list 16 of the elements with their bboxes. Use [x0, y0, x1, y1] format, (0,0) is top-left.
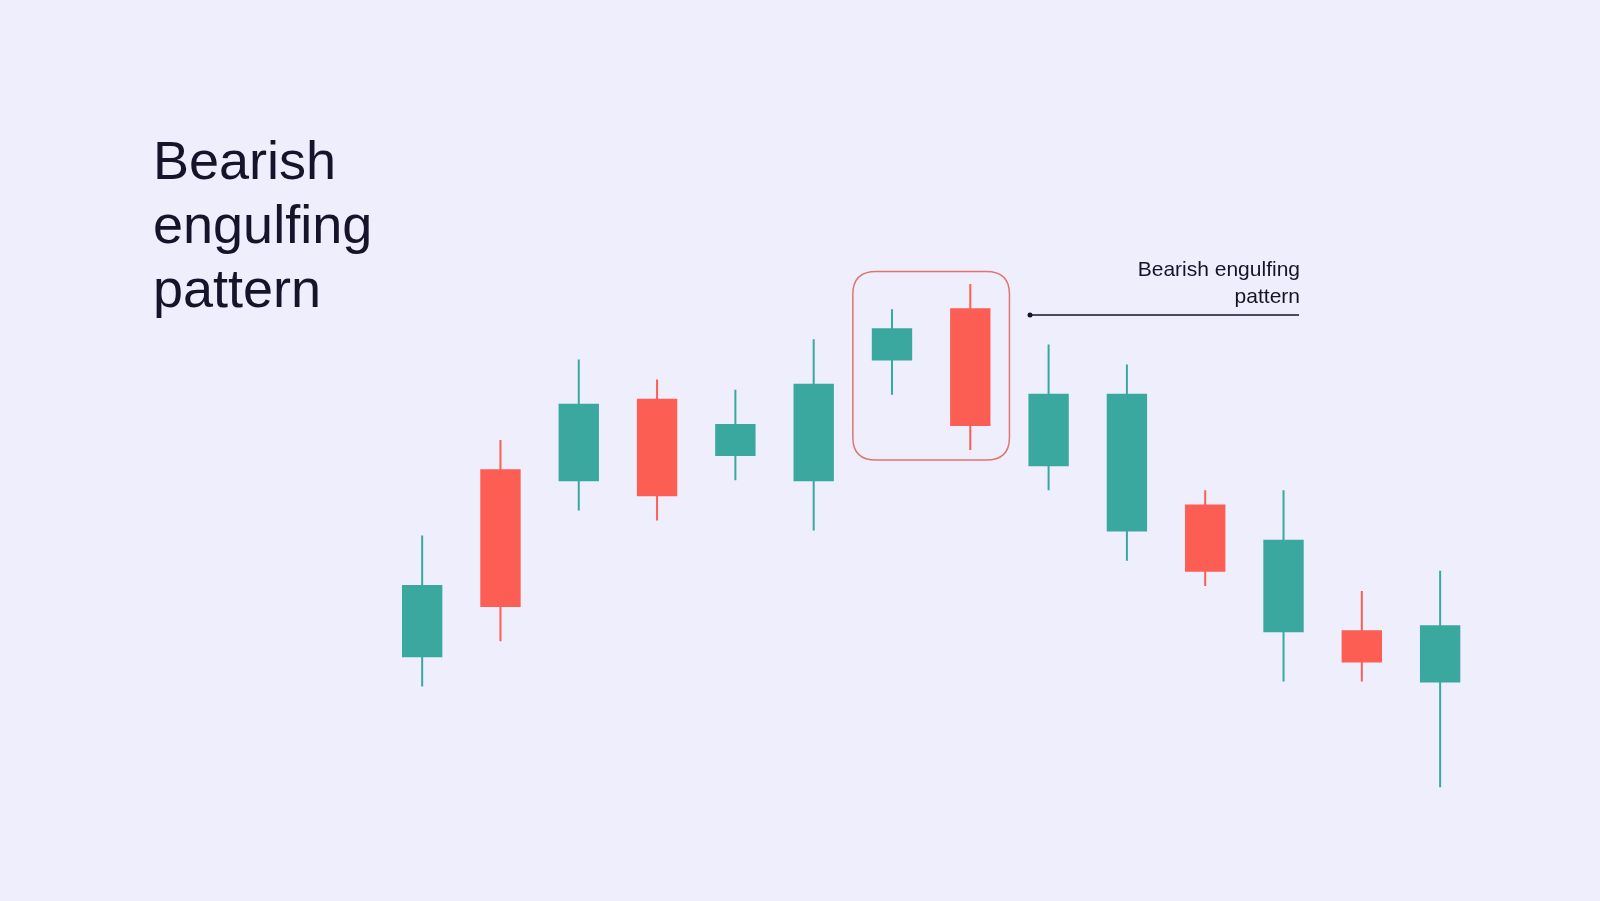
candlestick: [558, 358, 599, 512]
candlestick: [1263, 489, 1304, 683]
annotation: Bearish engulfing pattern: [1136, 256, 1300, 309]
candlestick: [950, 283, 991, 452]
candlestick: [871, 308, 913, 396]
candlestick: [1341, 589, 1383, 683]
candlestick: [1419, 569, 1461, 789]
candlestick: [1185, 489, 1226, 587]
candlestick: [715, 388, 756, 482]
chart-title: Bearish engulfing pattern: [153, 129, 374, 320]
candlestick: [401, 534, 443, 688]
candlestick: [793, 338, 834, 532]
candlestick: [636, 378, 678, 522]
candlestick: [1028, 343, 1069, 492]
candlestick: [1106, 363, 1148, 562]
candlestick: [480, 439, 521, 643]
